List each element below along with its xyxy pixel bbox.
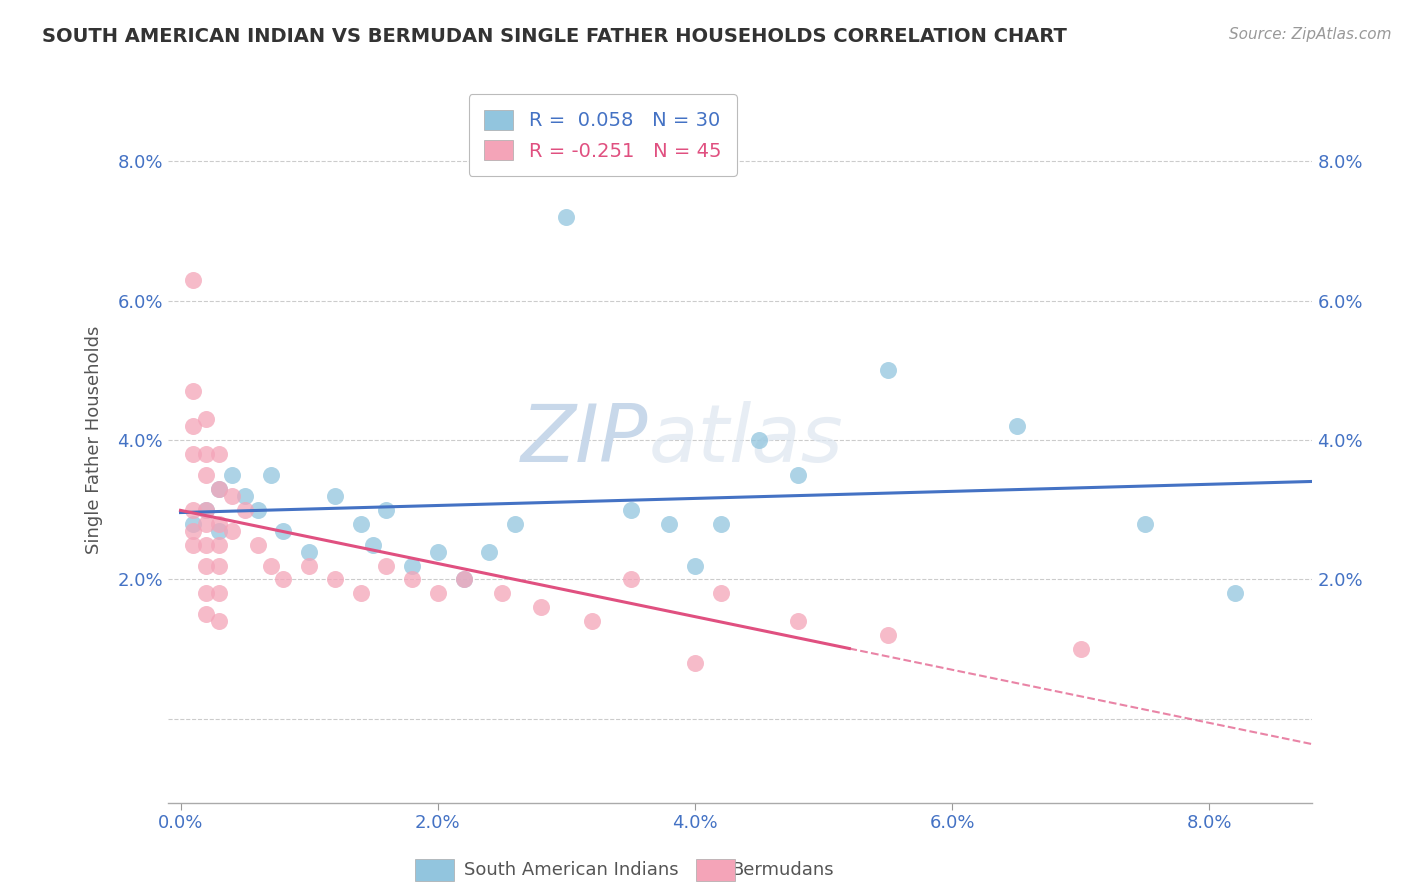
Point [426, 586, 449, 600]
Point [195, 502, 218, 516]
Point [195, 516, 218, 531]
Point [208, 482, 231, 496]
Point [233, 502, 256, 516]
Point [491, 586, 513, 600]
Point [195, 538, 218, 552]
Point [581, 615, 603, 629]
Point [363, 538, 385, 552]
Point [195, 467, 218, 482]
Point [208, 586, 231, 600]
Point [323, 573, 346, 587]
Point [375, 502, 398, 516]
Point [683, 656, 706, 670]
Point [195, 502, 218, 516]
Text: Bermudans: Bermudans [731, 861, 834, 879]
Point [426, 544, 449, 558]
Point [208, 538, 231, 552]
Point [401, 558, 423, 573]
Text: SOUTH AMERICAN INDIAN VS BERMUDAN SINGLE FATHER HOUSEHOLDS CORRELATION CHART: SOUTH AMERICAN INDIAN VS BERMUDAN SINGLE… [42, 27, 1067, 45]
Legend: R =  0.058   N = 30, R = -0.251   N = 45: R = 0.058 N = 30, R = -0.251 N = 45 [468, 95, 737, 177]
Point [183, 384, 205, 399]
Text: ZIP: ZIP [522, 401, 648, 479]
Point [1070, 642, 1092, 657]
Point [349, 586, 371, 600]
Point [555, 210, 578, 224]
Point [259, 467, 281, 482]
Point [183, 273, 205, 287]
Point [221, 524, 243, 538]
Point [183, 524, 205, 538]
Text: atlas: atlas [648, 401, 844, 479]
Point [620, 573, 643, 587]
Point [323, 489, 346, 503]
Point [1005, 419, 1028, 434]
Point [877, 628, 900, 642]
Point [298, 544, 321, 558]
Point [530, 600, 553, 615]
Point [620, 502, 643, 516]
Y-axis label: Single Father Households: Single Father Households [86, 326, 103, 554]
Point [221, 467, 243, 482]
Point [787, 467, 810, 482]
Point [710, 586, 733, 600]
Point [349, 516, 371, 531]
Point [658, 516, 681, 531]
Point [273, 524, 295, 538]
Point [375, 558, 398, 573]
Point [298, 558, 321, 573]
Point [401, 573, 423, 587]
Point [183, 502, 205, 516]
Point [221, 489, 243, 503]
Point [710, 516, 733, 531]
Point [195, 412, 218, 426]
Point [208, 447, 231, 461]
Point [246, 538, 269, 552]
Point [183, 447, 205, 461]
Point [195, 447, 218, 461]
Point [478, 544, 501, 558]
Text: South American Indians: South American Indians [464, 861, 679, 879]
Point [1225, 586, 1247, 600]
Point [183, 419, 205, 434]
Point [453, 573, 475, 587]
Point [208, 516, 231, 531]
Point [877, 363, 900, 377]
Point [787, 615, 810, 629]
Point [208, 482, 231, 496]
Point [683, 558, 706, 573]
Point [273, 573, 295, 587]
Point [183, 538, 205, 552]
Point [208, 524, 231, 538]
Point [233, 489, 256, 503]
Point [195, 607, 218, 622]
Point [183, 516, 205, 531]
Text: Source: ZipAtlas.com: Source: ZipAtlas.com [1229, 27, 1392, 42]
Point [503, 516, 526, 531]
Point [246, 502, 269, 516]
Point [195, 558, 218, 573]
Point [453, 573, 475, 587]
Point [259, 558, 281, 573]
Point [208, 615, 231, 629]
Point [748, 433, 770, 447]
Point [1135, 516, 1157, 531]
Point [208, 558, 231, 573]
Point [195, 586, 218, 600]
